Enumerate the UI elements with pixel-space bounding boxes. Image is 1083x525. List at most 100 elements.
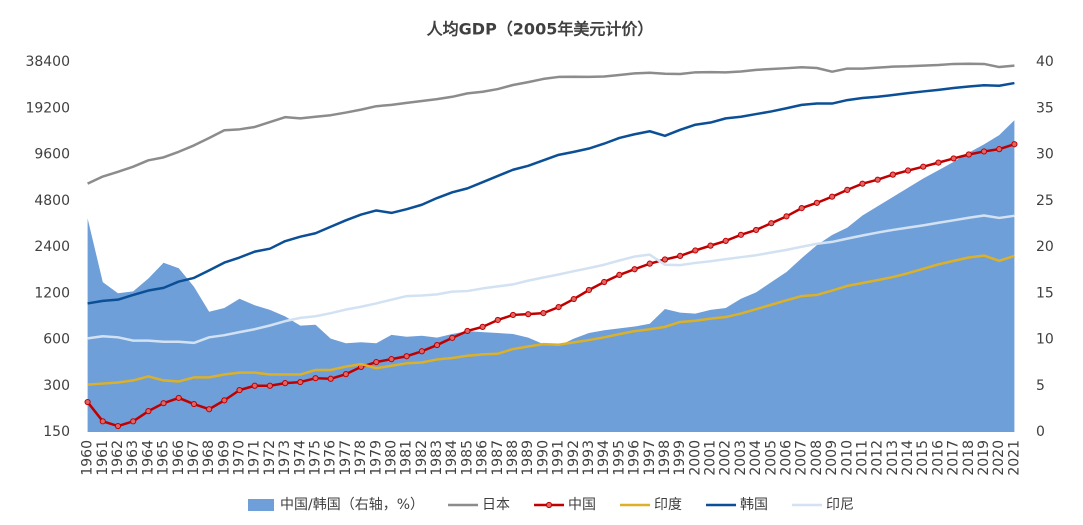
line xyxy=(87,254,1015,386)
point xyxy=(722,237,729,244)
point xyxy=(965,151,972,158)
point xyxy=(677,252,684,260)
point xyxy=(555,304,562,311)
y-tick-label: 600 xyxy=(43,332,70,348)
x-tick-label: 1984 xyxy=(444,440,460,476)
point xyxy=(859,180,866,187)
x-tick-label: 1991 xyxy=(551,440,567,476)
point xyxy=(160,400,167,407)
y2-tick-label: 40 xyxy=(1036,54,1054,70)
y-tick-label: 150 xyxy=(43,424,70,440)
y2-tick-label: 10 xyxy=(1036,332,1054,348)
line xyxy=(87,62,1015,185)
point xyxy=(904,167,912,174)
line xyxy=(87,81,1015,305)
point xyxy=(570,295,577,303)
point xyxy=(175,394,182,402)
x-tick-label: 2014 xyxy=(900,440,916,476)
x-tick-label: 2017 xyxy=(946,440,962,476)
y-tick-label: 4800 xyxy=(34,193,70,209)
x-tick-label: 1993 xyxy=(581,440,597,476)
x-tick-label: 1961 xyxy=(95,440,111,476)
point xyxy=(935,159,942,166)
point xyxy=(464,327,471,335)
y2-tick-label: 15 xyxy=(1036,285,1054,301)
point xyxy=(84,398,91,406)
point xyxy=(388,356,395,363)
x-tick-label: 2011 xyxy=(854,440,870,476)
legend-label: 中国/韩国（右轴，%） xyxy=(280,497,424,513)
point xyxy=(145,408,152,415)
x-tick-label: 2004 xyxy=(748,440,764,476)
x-tick-label: 2020 xyxy=(991,440,1007,476)
point xyxy=(889,171,896,178)
y-tick-label: 2400 xyxy=(34,239,70,255)
point xyxy=(449,334,456,341)
x-tick-label: 2010 xyxy=(839,440,855,476)
x-tick-label: 2007 xyxy=(794,440,810,476)
point xyxy=(418,348,425,355)
point xyxy=(479,323,486,330)
y-tick-label: 1200 xyxy=(34,285,70,301)
point xyxy=(661,256,669,263)
point xyxy=(342,371,349,378)
x-tick-label: 1972 xyxy=(262,440,278,476)
x-tick-label: 1973 xyxy=(277,440,293,476)
x-tick-label: 2001 xyxy=(703,440,719,476)
legend-label: 印尼 xyxy=(826,497,854,513)
legend-label: 中国 xyxy=(568,497,596,513)
point xyxy=(221,397,228,404)
x-tick-label: 1998 xyxy=(657,440,673,476)
point xyxy=(585,286,593,294)
x-tick-label: 1987 xyxy=(490,440,506,476)
point xyxy=(494,316,501,324)
point xyxy=(601,278,608,286)
x-tick-label: 1967 xyxy=(186,440,202,476)
point xyxy=(768,220,775,227)
point xyxy=(828,193,836,200)
x-tick-label: 2012 xyxy=(870,440,886,476)
point xyxy=(327,375,334,382)
x-tick-label: 1970 xyxy=(232,440,248,476)
x-tick-label: 2000 xyxy=(687,440,703,476)
x-tick-label: 2003 xyxy=(733,440,749,476)
y-tick-label: 38400 xyxy=(25,54,70,70)
point xyxy=(646,260,653,267)
x-tick-label: 1990 xyxy=(535,440,551,476)
x-tick-label: 1997 xyxy=(642,440,658,476)
point xyxy=(312,375,319,382)
x-tick-label: 2005 xyxy=(763,440,779,476)
point xyxy=(540,310,547,317)
point xyxy=(753,226,760,234)
legend-label: 日本 xyxy=(482,497,510,513)
point xyxy=(266,382,274,389)
x-tick-label: 1965 xyxy=(156,440,172,476)
x-tick-label: 1986 xyxy=(475,440,491,476)
x-tick-label: 1978 xyxy=(353,440,369,476)
x-tick-label: 2013 xyxy=(885,440,901,476)
x-tick-label: 1981 xyxy=(399,440,415,476)
x-tick-label: 1983 xyxy=(429,440,445,476)
x-tick-label: 2008 xyxy=(809,440,825,476)
x-tick-label: 1979 xyxy=(368,440,384,476)
x-tick-label: 1962 xyxy=(110,440,126,476)
point xyxy=(190,400,198,408)
line xyxy=(87,214,1015,345)
x-tick-label: 2019 xyxy=(976,440,992,476)
point xyxy=(631,266,638,273)
x-tick-label: 1980 xyxy=(383,440,399,476)
point xyxy=(114,422,122,430)
point xyxy=(874,176,881,183)
point xyxy=(282,380,289,387)
y2-tick-label: 25 xyxy=(1036,193,1054,209)
x-tick-label: 1989 xyxy=(520,440,536,476)
x-tick-label: 1968 xyxy=(201,440,217,476)
legend-marker xyxy=(545,501,553,509)
legend-label: 韩国 xyxy=(740,497,768,513)
point xyxy=(236,387,243,394)
x-tick-label: 2018 xyxy=(961,440,977,476)
point xyxy=(737,231,745,238)
x-tick-label: 1974 xyxy=(292,440,308,476)
x-tick-label: 1982 xyxy=(414,440,430,476)
